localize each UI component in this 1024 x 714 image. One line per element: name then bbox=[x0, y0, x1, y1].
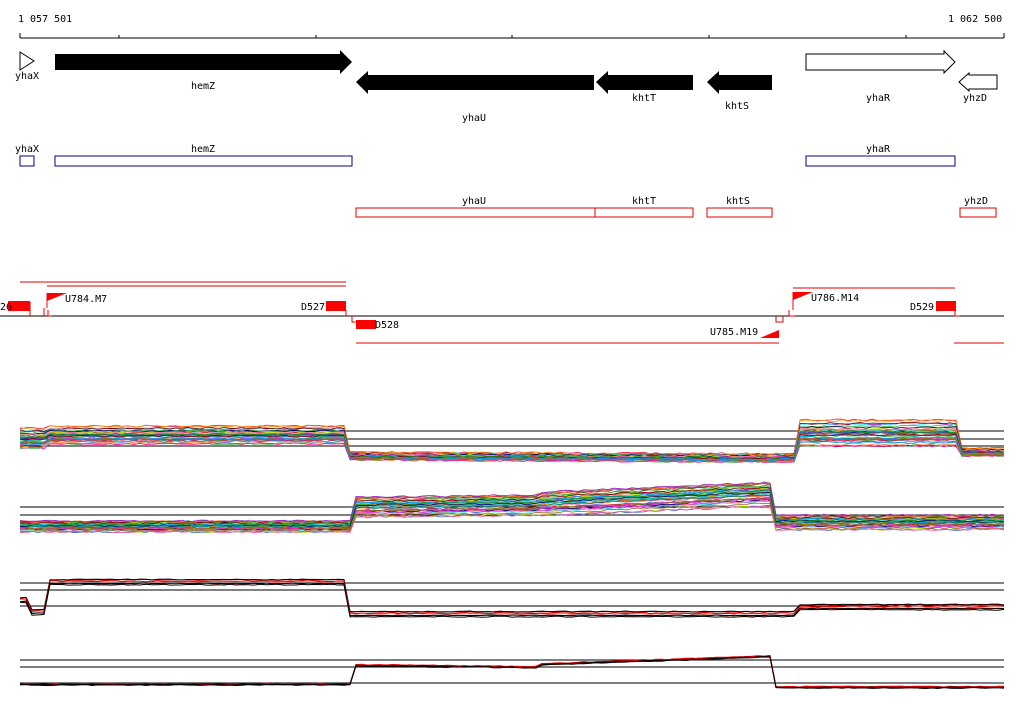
expression-trace bbox=[19, 436, 1005, 461]
expression-trace bbox=[19, 489, 1005, 527]
expression-trace bbox=[19, 441, 1005, 463]
gene-label-yhzD: yhzD bbox=[963, 93, 987, 104]
promoter-flag-U785.M19[interactable] bbox=[760, 330, 779, 338]
gene-label-khtS: khtS bbox=[725, 101, 749, 112]
annotation-box-khtS[interactable] bbox=[706, 207, 773, 218]
expression-trace bbox=[19, 481, 1005, 523]
transcript-feature-track: 26 U784.M7 D527 D528 U785.M19 U786.M14 D… bbox=[0, 281, 1004, 344]
minus-strand-annotation-track: yhaU khtT khtS yhzD bbox=[355, 196, 997, 218]
expression-trace bbox=[19, 582, 1005, 617]
feature-block-26[interactable] bbox=[8, 301, 30, 311]
gene-arrow-khtT[interactable] bbox=[596, 71, 693, 94]
expression-trace bbox=[19, 578, 1005, 613]
summary-panel-minus-strand bbox=[19, 654, 1005, 690]
expression-trace bbox=[19, 442, 1005, 464]
expression-trace bbox=[19, 431, 1005, 460]
annotation-box-khtT[interactable] bbox=[594, 207, 694, 218]
box-label-khtS: khtS bbox=[726, 196, 750, 207]
expression-trace bbox=[19, 583, 1005, 618]
expression-trace bbox=[19, 654, 1004, 688]
expression-trace bbox=[20, 502, 1005, 533]
annotation-box-yhaU[interactable] bbox=[355, 207, 596, 218]
gene-arrow-khtS[interactable] bbox=[707, 71, 772, 94]
gene-track: yhaX hemZ yhaU khtT khtS yhaR yhzD bbox=[15, 49, 998, 124]
gene-arrow-hemZ[interactable] bbox=[55, 50, 352, 74]
expression-trace bbox=[19, 582, 1005, 617]
promoter-flag-U786.M14[interactable] bbox=[793, 292, 813, 300]
expression-trace bbox=[19, 494, 1005, 529]
box-label-yhzD: yhzD bbox=[964, 196, 988, 207]
ruler-end-label: 1 062 500 bbox=[948, 14, 1002, 25]
expression-panel-minus-strand bbox=[19, 481, 1005, 534]
annotation-box-yhaR[interactable] bbox=[805, 155, 956, 167]
expression-trace bbox=[19, 500, 1005, 532]
gene-label-khtT: khtT bbox=[632, 93, 656, 104]
box-label-yhaX: yhaX bbox=[15, 144, 39, 155]
box-label-khtT: khtT bbox=[632, 196, 656, 207]
gene-label-yhaX: yhaX bbox=[15, 71, 39, 82]
feature-block-D528[interactable] bbox=[356, 320, 376, 329]
annotation-box-yhaX[interactable] bbox=[19, 155, 35, 167]
gene-arrow-yhaR[interactable] bbox=[805, 49, 956, 75]
expression-trace bbox=[19, 427, 1005, 458]
box-label-yhaR: yhaR bbox=[866, 144, 891, 155]
promoter-flag-U784.M7[interactable] bbox=[47, 293, 67, 301]
expression-trace bbox=[19, 505, 1005, 534]
expression-trace bbox=[19, 656, 1005, 689]
summary-panel-plus-strand bbox=[19, 578, 1005, 618]
expression-trace bbox=[19, 488, 1005, 526]
expression-trace bbox=[19, 430, 1005, 459]
expression-panel-plus-strand bbox=[19, 418, 1005, 464]
feature-label-U786.M14: U786.M14 bbox=[811, 293, 859, 304]
feature-label-D527: D527 bbox=[301, 302, 325, 313]
expression-trace bbox=[19, 497, 1005, 530]
feature-label-26: 26 bbox=[0, 302, 12, 313]
box-label-hemZ: hemZ bbox=[191, 144, 215, 155]
annotation-box-yhzD[interactable] bbox=[959, 207, 997, 218]
expression-trace bbox=[20, 580, 1005, 615]
expression-trace bbox=[19, 419, 1005, 456]
gene-label-yhaR: yhaR bbox=[866, 93, 891, 104]
expression-trace bbox=[19, 421, 1005, 457]
gene-label-hemZ: hemZ bbox=[191, 81, 215, 92]
annotation-box-hemZ[interactable] bbox=[54, 155, 353, 167]
feature-label-U785.M19: U785.M19 bbox=[710, 327, 758, 338]
feature-block-D529[interactable] bbox=[936, 301, 956, 311]
coordinate-ruler: 1 057 501 1 062 500 bbox=[18, 14, 1005, 39]
gene-arrow-yhzD[interactable] bbox=[958, 71, 998, 93]
ruler-start-label: 1 057 501 bbox=[18, 14, 72, 25]
box-label-yhaU: yhaU bbox=[462, 196, 486, 207]
gene-arrow-yhaU[interactable] bbox=[356, 71, 594, 94]
expression-trace bbox=[19, 491, 1005, 527]
expression-trace bbox=[19, 486, 1005, 525]
plus-strand-annotation-track: yhaX hemZ yhaR bbox=[15, 144, 956, 167]
feature-block-D527[interactable] bbox=[326, 301, 346, 311]
feature-label-U784.M7: U784.M7 bbox=[65, 294, 107, 305]
transcript-connectors bbox=[29, 302, 960, 323]
feature-label-D528: D528 bbox=[375, 320, 399, 331]
gene-arrow-yhaX[interactable] bbox=[19, 51, 35, 71]
feature-label-D529: D529 bbox=[910, 302, 934, 313]
gene-label-yhaU: yhaU bbox=[462, 113, 486, 124]
